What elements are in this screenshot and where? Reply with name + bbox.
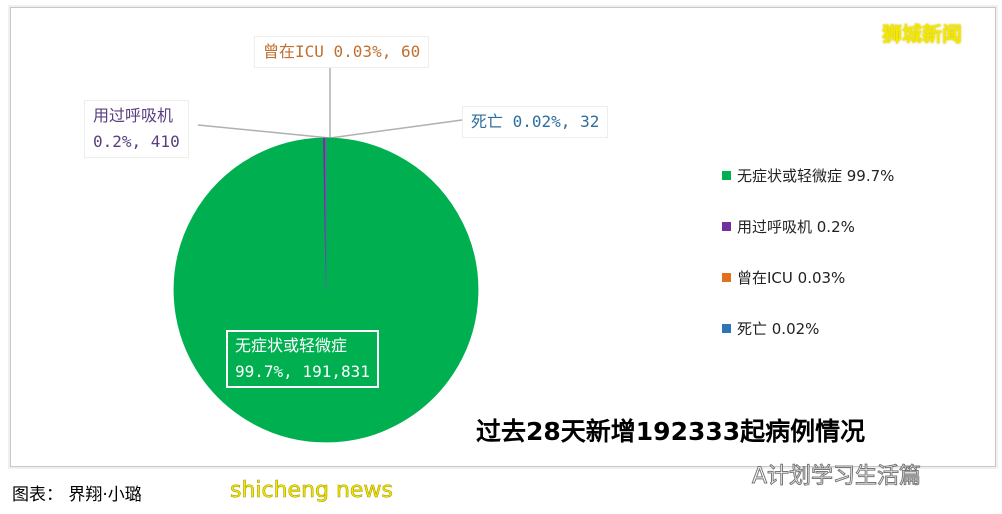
legend-item-green: 无症状或轻微症 99.7% — [722, 150, 894, 201]
caption: 图表： 界翔·小璐 — [12, 485, 142, 505]
legend-item-blue: 死亡 0.02% — [722, 303, 894, 354]
leader-line — [329, 119, 463, 139]
legend-text: 用过呼吸机 0.2% — [737, 218, 855, 236]
chart-title: 过去28天新增192333起病例情况 — [476, 417, 866, 446]
wechat-watermark: A计划学习生活篇 — [751, 464, 922, 490]
leader-line — [197, 124, 331, 139]
legend-swatch — [722, 222, 731, 231]
legend-swatch — [722, 273, 731, 282]
legend-item-orange: 曾在ICU 0.03% — [722, 252, 894, 303]
chart-frame — [10, 7, 996, 467]
data-label-purple-value: 0.2%, 410 — [93, 132, 180, 151]
data-label-orange: 曾在ICU 0.03%, 60 — [254, 36, 430, 68]
data-label-purple-name: 用过呼吸机 — [93, 106, 174, 125]
legend-swatch — [722, 324, 731, 333]
data-label-green-name: 无症状或轻微症 — [235, 336, 348, 355]
legend: 无症状或轻微症 99.7% 用过呼吸机 0.2% 曾在ICU 0.03% 死亡 … — [722, 150, 894, 354]
legend-text: 无症状或轻微症 99.7% — [737, 167, 895, 185]
brand-logo: 狮城新闻 — [882, 22, 962, 46]
legend-item-purple: 用过呼吸机 0.2% — [722, 201, 894, 252]
data-label-green-value: 99.7%, 191,831 — [235, 362, 370, 381]
legend-swatch — [722, 171, 731, 180]
legend-text: 曾在ICU 0.03% — [737, 269, 846, 287]
legend-text: 死亡 0.02% — [737, 320, 820, 338]
data-label-green: 无症状或轻微症 99.7%, 191,831 — [226, 330, 379, 388]
data-label-blue: 死亡 0.02%, 32 — [462, 106, 609, 138]
data-label-purple: 用过呼吸机 0.2%, 410 — [84, 100, 189, 158]
watermark: shicheng news — [230, 478, 394, 504]
